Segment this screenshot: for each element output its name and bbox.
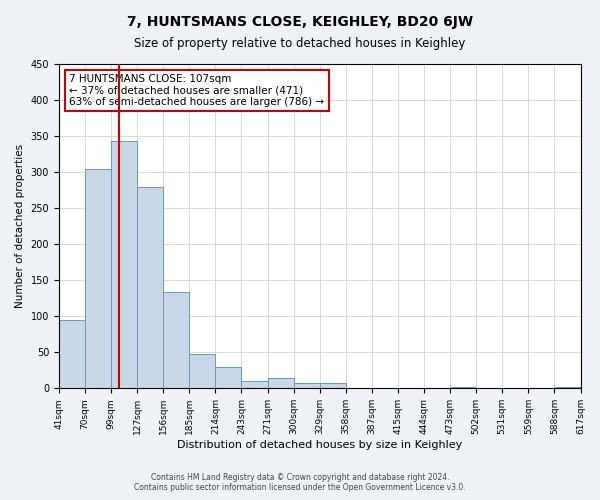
Bar — [241, 381, 268, 388]
Bar — [268, 378, 293, 388]
Text: Size of property relative to detached houses in Keighley: Size of property relative to detached ho… — [134, 38, 466, 51]
Bar — [320, 382, 346, 388]
Bar — [293, 384, 320, 388]
X-axis label: Distribution of detached houses by size in Keighley: Distribution of detached houses by size … — [177, 440, 463, 450]
Bar — [450, 387, 476, 388]
Bar — [215, 366, 241, 388]
Text: 7 HUNTSMANS CLOSE: 107sqm
← 37% of detached houses are smaller (471)
63% of semi: 7 HUNTSMANS CLOSE: 107sqm ← 37% of detac… — [70, 74, 325, 107]
Text: Contains HM Land Registry data © Crown copyright and database right 2024.
Contai: Contains HM Land Registry data © Crown c… — [134, 473, 466, 492]
Bar — [59, 320, 85, 388]
Bar — [554, 387, 581, 388]
Bar — [111, 141, 137, 388]
Text: 7, HUNTSMANS CLOSE, KEIGHLEY, BD20 6JW: 7, HUNTSMANS CLOSE, KEIGHLEY, BD20 6JW — [127, 15, 473, 29]
Bar — [137, 186, 163, 388]
Y-axis label: Number of detached properties: Number of detached properties — [15, 144, 25, 308]
Bar — [85, 168, 111, 388]
Bar — [163, 292, 190, 388]
Bar — [190, 354, 215, 388]
